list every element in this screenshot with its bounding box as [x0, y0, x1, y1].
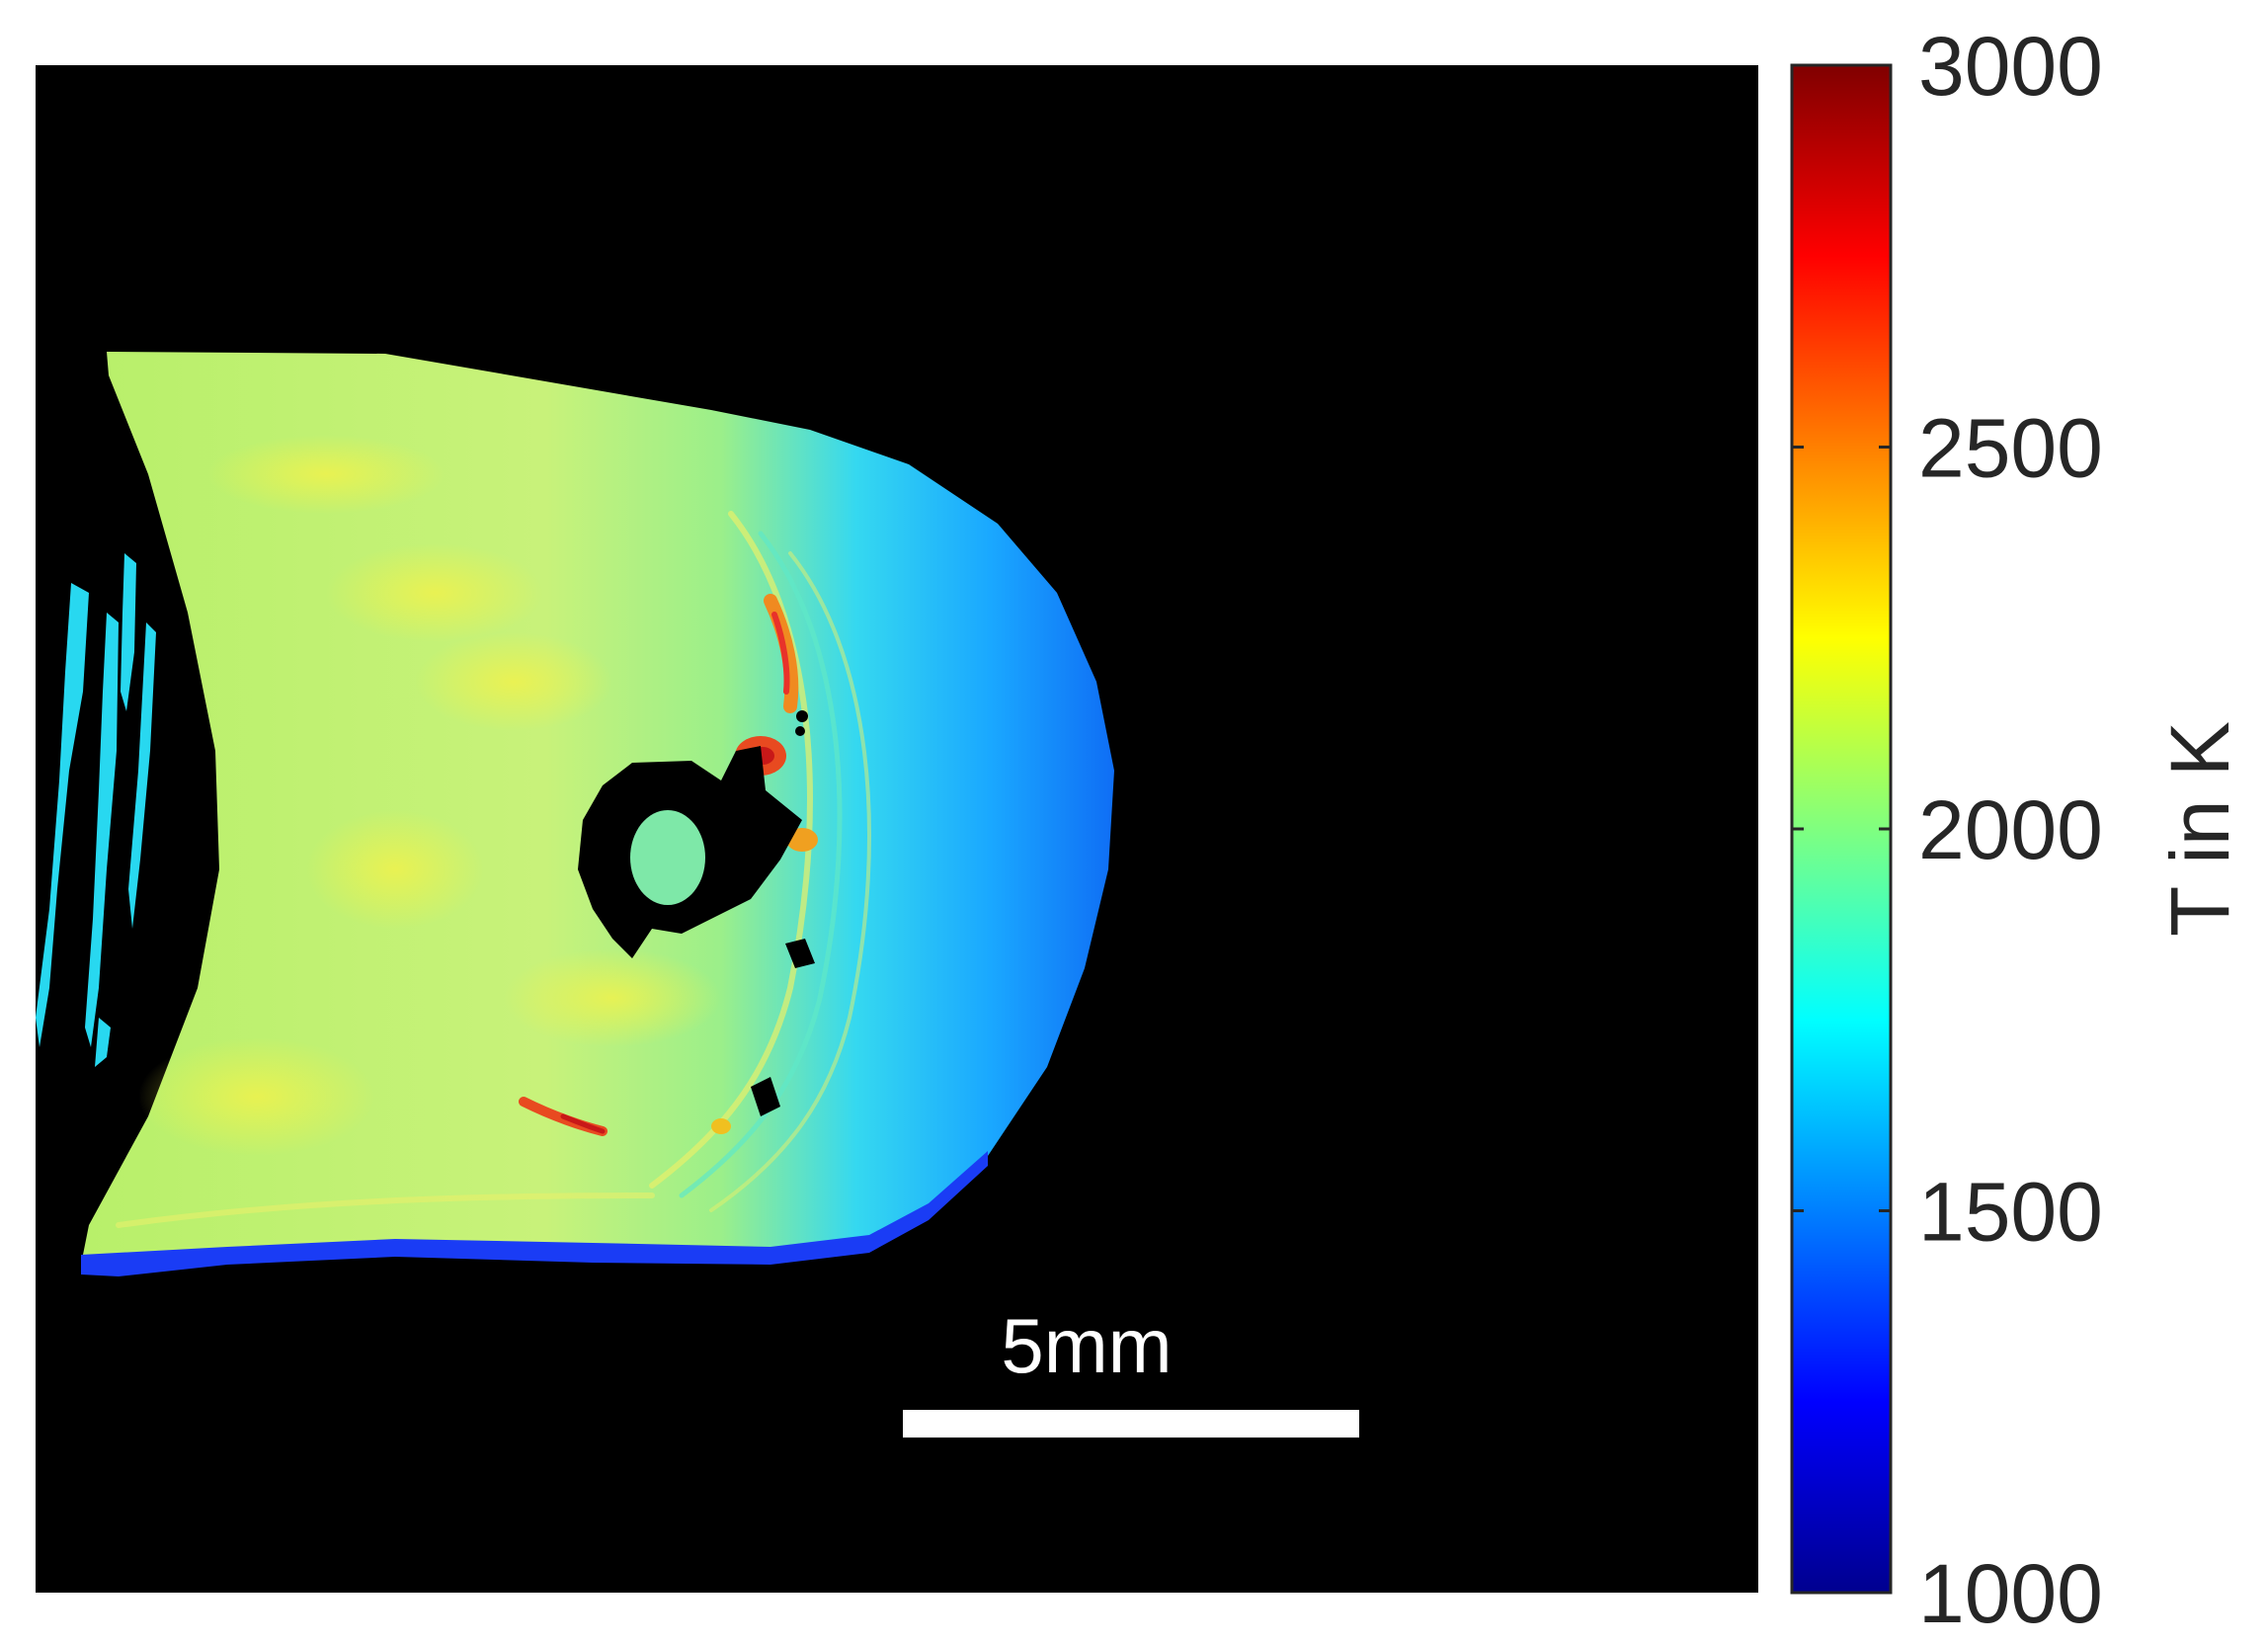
colorbar	[1790, 63, 1893, 1595]
colorbar-tick-label: 1000	[1918, 1547, 2103, 1640]
colorbar-label: T in K	[2153, 721, 2246, 937]
colorbar-tick-label: 2000	[1918, 783, 2103, 876]
colorbar-tick-label: 3000	[1918, 20, 2103, 113]
scale-bar	[903, 1410, 1359, 1438]
scale-bar-label: 5mm	[1001, 1302, 1172, 1389]
colorbar-tick-label: 2500	[1918, 402, 2103, 495]
warm-patches	[138, 435, 721, 1156]
small-holes	[751, 710, 815, 1116]
left-fragments	[36, 553, 156, 1067]
ring-lines	[116, 511, 871, 1228]
colorbar-ticks: 1000 1500 2000 2500 3000	[1792, 20, 2103, 1640]
inner-spot	[630, 810, 705, 905]
colorbar-tick-label: 1500	[1918, 1166, 2103, 1259]
bottom-edge	[81, 1151, 988, 1276]
